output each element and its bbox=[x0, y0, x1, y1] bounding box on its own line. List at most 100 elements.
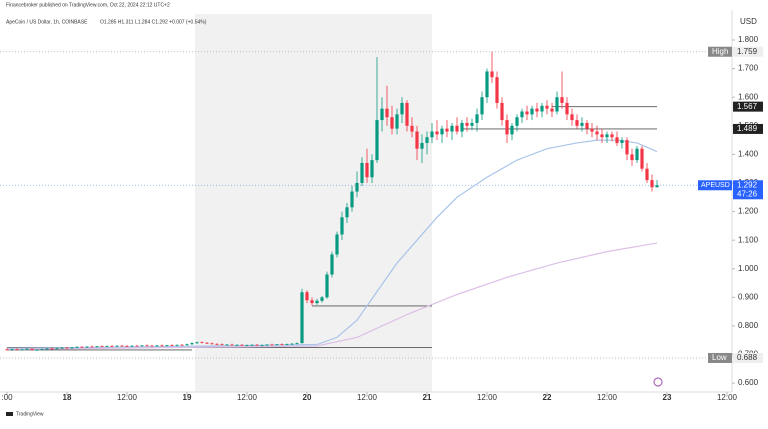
background-layer bbox=[195, 14, 432, 392]
publisher: Financebroker published on TradingView.c… bbox=[6, 2, 170, 8]
candle-body bbox=[145, 345, 149, 347]
candle-body bbox=[10, 349, 14, 350]
candle-body bbox=[560, 97, 564, 103]
y-tick-label: 0.600 bbox=[738, 378, 759, 387]
candle-body bbox=[190, 343, 194, 345]
x-tick-label: 23 bbox=[663, 393, 672, 402]
candle-body bbox=[155, 345, 159, 347]
y-tick-label: 1.700 bbox=[738, 64, 759, 73]
candle-body bbox=[280, 344, 284, 346]
candle-body bbox=[330, 254, 334, 275]
candle-body bbox=[325, 274, 329, 298]
candle-body bbox=[25, 348, 29, 350]
candle-body bbox=[295, 343, 299, 344]
y-tick-label: 1.100 bbox=[738, 235, 759, 244]
candle-body bbox=[405, 102, 409, 126]
candle-body bbox=[245, 345, 249, 346]
candle-body bbox=[120, 345, 124, 347]
y-tick-label: 1.000 bbox=[738, 264, 759, 273]
y-tick-label: 1.400 bbox=[738, 150, 759, 159]
candle-body bbox=[20, 349, 24, 351]
candle-body bbox=[200, 342, 204, 344]
candle-body bbox=[265, 344, 269, 346]
candle-body bbox=[65, 347, 69, 349]
y-tick-label: 0.800 bbox=[738, 321, 759, 330]
candle-body bbox=[290, 343, 294, 345]
candle-body bbox=[535, 108, 539, 112]
currency: USD bbox=[740, 17, 757, 26]
candle-body bbox=[60, 347, 64, 349]
candle-body bbox=[355, 182, 359, 192]
candle-body bbox=[235, 344, 239, 346]
candle-body bbox=[605, 134, 609, 138]
candle-body bbox=[650, 180, 654, 188]
session-highlight bbox=[195, 14, 432, 392]
candle-body bbox=[30, 348, 34, 350]
candle-body bbox=[480, 97, 484, 115]
candle-body bbox=[5, 349, 9, 351]
candle-body bbox=[525, 111, 529, 115]
symbol-label: APEUSD bbox=[701, 182, 730, 189]
candle-body bbox=[175, 344, 179, 346]
candle-body bbox=[240, 344, 244, 346]
candle-body bbox=[565, 102, 569, 115]
x-tick-label: 21 bbox=[423, 393, 432, 402]
candle-body bbox=[375, 120, 379, 161]
candle-body bbox=[415, 131, 419, 149]
candle-body bbox=[635, 148, 639, 161]
candle-body bbox=[625, 140, 629, 155]
ohlc-legend: O1.285 H1.311 L1.284 C1.292 +0.007 (+0.5… bbox=[100, 19, 207, 25]
candle-body bbox=[85, 346, 89, 348]
candle-body bbox=[350, 191, 354, 208]
candle-body bbox=[90, 346, 94, 348]
level-tag-box bbox=[733, 123, 763, 134]
candle-body bbox=[440, 128, 444, 135]
logo bbox=[6, 412, 13, 416]
candle-body bbox=[70, 347, 74, 349]
candle-body bbox=[430, 131, 434, 138]
level-tag-value: 1.489 bbox=[737, 124, 758, 133]
x-tick-label: 12:00 bbox=[117, 393, 138, 402]
candle-body bbox=[305, 292, 309, 301]
candle-body bbox=[110, 345, 114, 347]
candle-body bbox=[600, 134, 604, 138]
y-tick-label: 0.900 bbox=[738, 292, 759, 301]
x-tick-label: 20 bbox=[303, 393, 312, 402]
candle-body bbox=[80, 346, 84, 348]
candle-body bbox=[620, 140, 624, 143]
candle-body bbox=[575, 120, 579, 126]
candle-body bbox=[255, 344, 259, 346]
candle-body bbox=[580, 122, 584, 126]
candle-body bbox=[590, 128, 594, 132]
candle-body bbox=[505, 120, 509, 135]
candle-body bbox=[395, 114, 399, 129]
candle-body bbox=[465, 122, 469, 126]
y-tick-label: 1.800 bbox=[738, 35, 759, 44]
candle-body bbox=[260, 345, 264, 346]
candle-body bbox=[585, 122, 589, 129]
candle-body bbox=[285, 343, 289, 345]
candle-body bbox=[300, 292, 304, 344]
high-tag-label: High bbox=[712, 47, 728, 56]
candle-body bbox=[270, 344, 274, 346]
chart-title: ApeCoin / US Dollar, 1h, COINBASE bbox=[6, 19, 88, 25]
candle-body bbox=[220, 344, 224, 346]
candle-body bbox=[555, 97, 559, 112]
alert-icon bbox=[653, 377, 663, 387]
candle-body bbox=[345, 207, 349, 218]
y-tick-label: 1.200 bbox=[738, 207, 759, 216]
candle-body bbox=[540, 105, 544, 112]
candle-body bbox=[545, 105, 549, 109]
candle-body bbox=[135, 345, 139, 347]
candle-body bbox=[370, 160, 374, 178]
candle-body bbox=[210, 343, 214, 345]
candle-body bbox=[275, 344, 279, 346]
candle-body bbox=[380, 108, 384, 121]
candle-body bbox=[335, 234, 339, 255]
candle-body bbox=[515, 117, 519, 126]
candle-body bbox=[385, 108, 389, 118]
candle-body bbox=[315, 300, 319, 304]
candle-body bbox=[490, 71, 494, 78]
candle-body bbox=[50, 348, 54, 350]
